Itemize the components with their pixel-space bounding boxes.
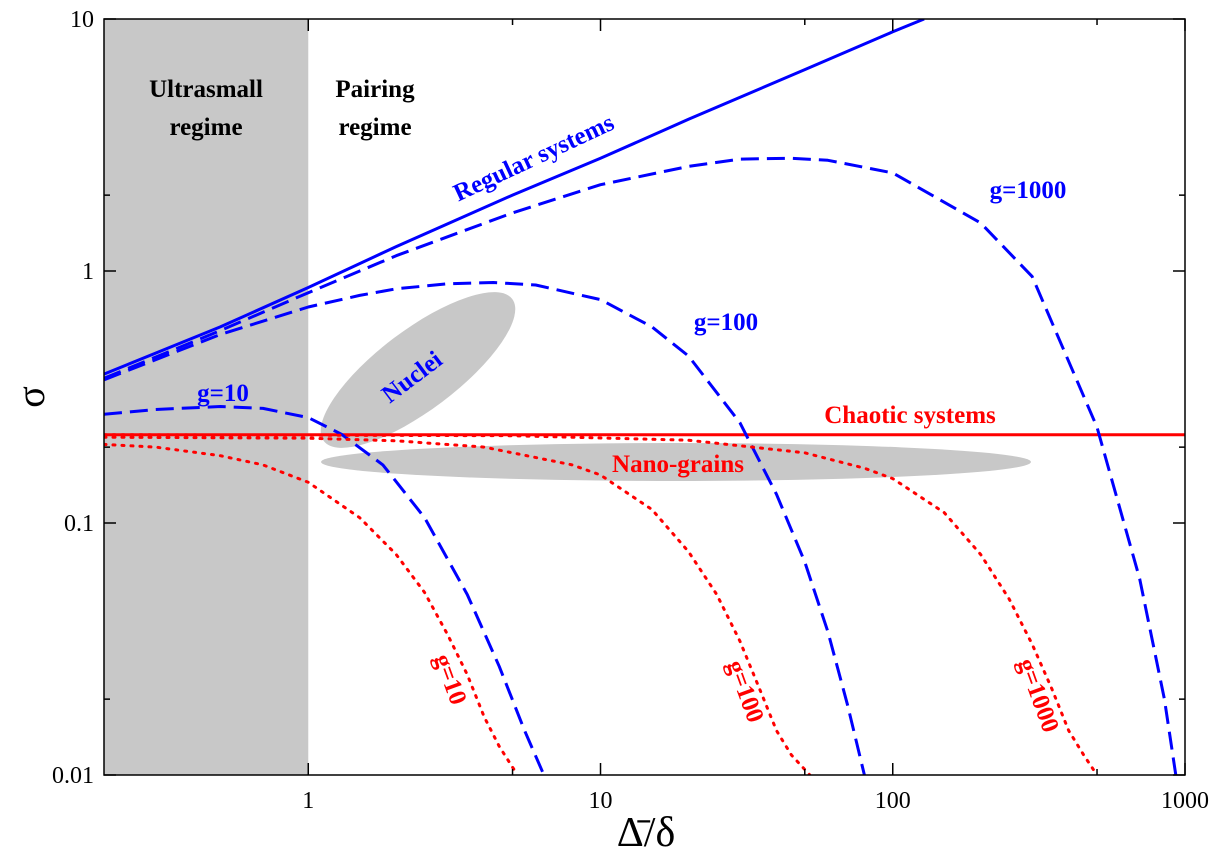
x-axis-title: Δ̄/δ — [617, 810, 675, 854]
g10-dotted-label: g=10 — [429, 651, 472, 709]
pairing-label-line1: Pairing — [335, 76, 415, 103]
nanograins-label: Nano-grains — [612, 451, 744, 478]
regular-systems-label: Regular systems — [449, 109, 618, 207]
x-tick-label: 1000 — [1161, 788, 1209, 814]
x-tick-label: 100 — [875, 788, 911, 814]
series-line-dotted-6 — [104, 435, 812, 775]
chaotic-systems-label: Chaotic systems — [824, 402, 996, 429]
series-line-solid-0 — [104, 19, 925, 376]
ultrasmall-region — [104, 19, 309, 775]
y-tick-label: 0.1 — [64, 511, 94, 537]
g10-dashed-label: g=10 — [197, 380, 249, 407]
y-axis-title: σ — [8, 386, 53, 408]
ultrasmall-label-line2: regime — [169, 114, 242, 141]
pairing-label-line2: regime — [338, 114, 411, 141]
g100-dashed-label: g=100 — [694, 309, 758, 336]
g1000-dashed-label: g=1000 — [990, 177, 1067, 204]
nanograins-ellipse — [321, 443, 1031, 481]
series-line-dashed-2 — [104, 405, 546, 775]
y-tick-label: 10 — [70, 7, 94, 33]
series-line-dotted-5 — [104, 442, 519, 775]
plot-frame — [103, 18, 1186, 776]
g1000-dotted-label: g=1000 — [1012, 655, 1064, 736]
y-tick-label: 1 — [82, 259, 94, 285]
ticks-layer: 1 10 100 1000 0.01 0.1 1 10 — [52, 7, 1209, 814]
ultrasmall-label-line1: Ultrasmall — [149, 76, 263, 103]
x-tick-label: 1 — [302, 788, 314, 814]
series-layer — [104, 19, 1185, 775]
series-line-dotted-7 — [104, 433, 1099, 775]
x-tick-label: 10 — [589, 788, 613, 814]
y-tick-label: 0.01 — [52, 763, 94, 789]
nuclei-ellipse — [320, 292, 516, 448]
